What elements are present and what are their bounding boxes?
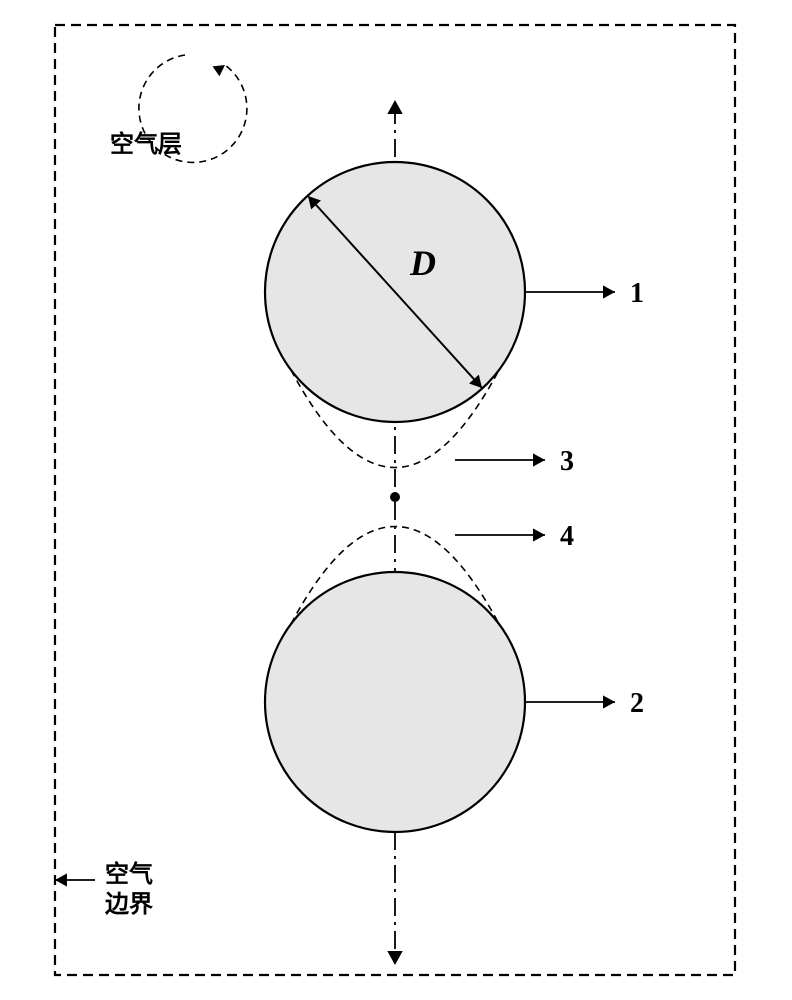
diameter-label: D	[409, 243, 436, 283]
air-boundary-label-1: 空气	[105, 860, 153, 888]
callout-1: 1	[630, 278, 644, 309]
callout-4: 4	[560, 521, 574, 552]
bottom-sphere	[265, 572, 525, 832]
contact-point	[390, 492, 400, 502]
callout-2: 2	[630, 688, 644, 719]
air-layer-label: 空气层	[110, 130, 182, 158]
air-boundary-label-2: 边界	[105, 891, 153, 918]
callout-3: 3	[560, 446, 574, 477]
